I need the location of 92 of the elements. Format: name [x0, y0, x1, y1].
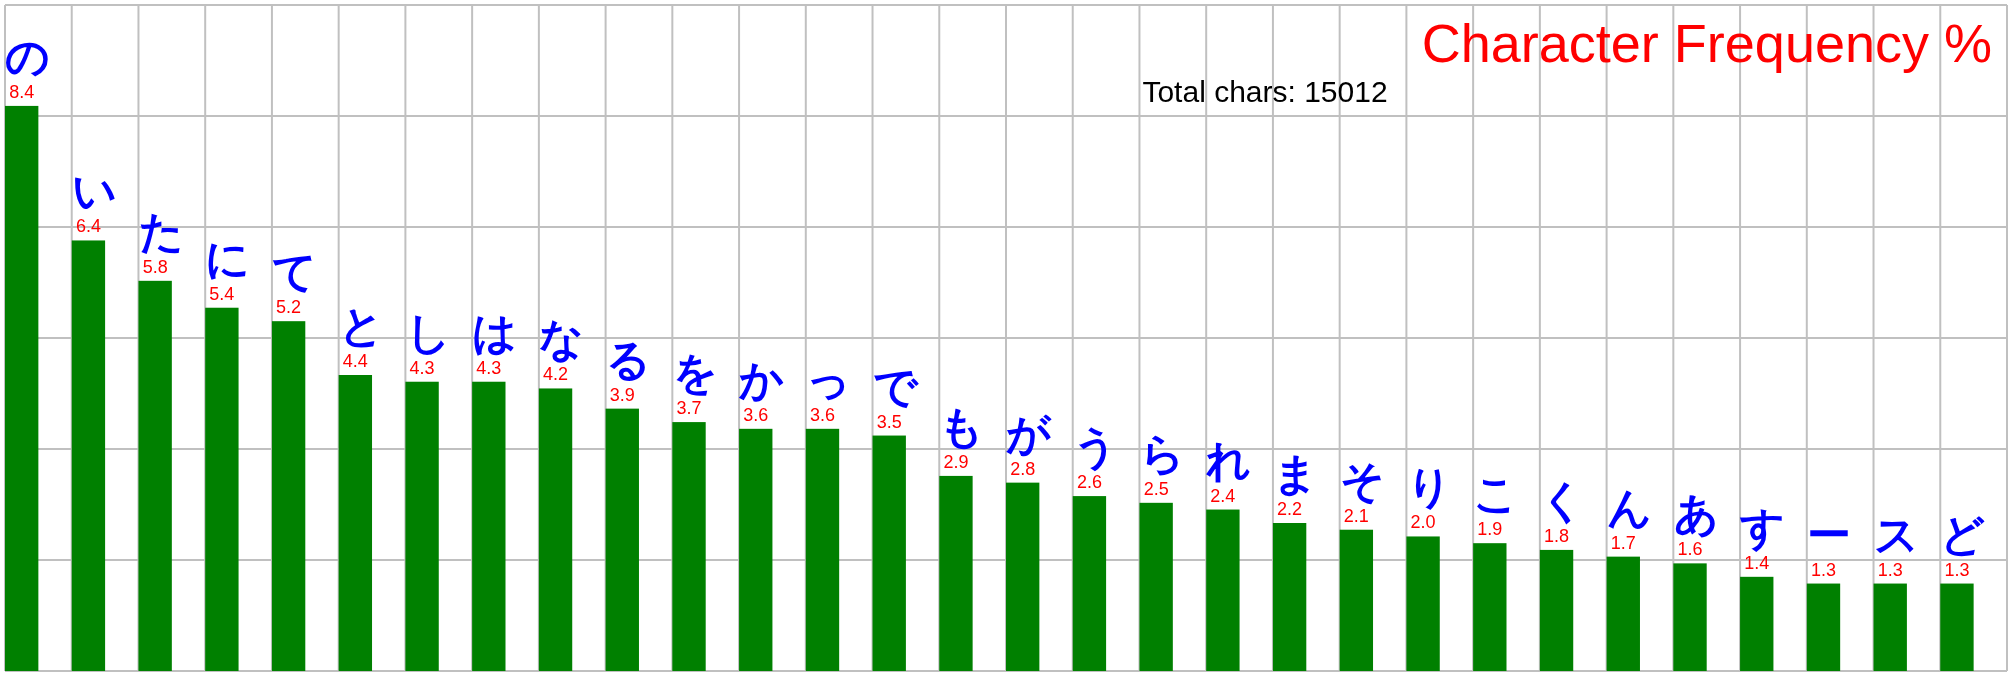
x-tick-label: あ	[1673, 489, 1719, 539]
bar	[205, 307, 239, 671]
data-label: 5.2	[276, 297, 302, 318]
bar	[1740, 576, 1774, 671]
x-tick-label: た	[138, 206, 184, 256]
data-label: 5.8	[142, 256, 168, 277]
data-label: 4.2	[543, 364, 569, 385]
x-tick-label: れ	[1206, 435, 1252, 485]
x-tick-label: く	[1540, 475, 1586, 525]
bar	[338, 375, 373, 671]
x-tick-label: そ	[1339, 455, 1385, 505]
data-label: 1.7	[1610, 532, 1636, 553]
bar	[672, 422, 706, 671]
bar	[1206, 509, 1240, 671]
data-label: 4.3	[476, 357, 502, 378]
x-tick-label: こ	[1473, 469, 1519, 519]
x-tick-label: ら	[1139, 428, 1185, 478]
bar	[1940, 583, 1974, 671]
x-tick-label: と	[338, 301, 384, 350]
x-tick-label: り	[1406, 462, 1452, 512]
bar	[1473, 543, 1507, 671]
x-tick-label: が	[1006, 408, 1053, 458]
bar	[805, 428, 840, 671]
bar	[5, 105, 39, 671]
data-label: 2.4	[1210, 485, 1236, 506]
data-label: 1.3	[1944, 559, 1970, 580]
data-label: 2.6	[1076, 472, 1102, 493]
x-tick-label: な	[539, 314, 585, 364]
data-label: 3.5	[876, 411, 902, 432]
x-tick-label: っ	[805, 354, 851, 404]
data-label: 2.1	[1343, 505, 1369, 526]
x-tick-label: も	[939, 401, 985, 451]
x-tick-label: か	[738, 354, 785, 404]
bar	[71, 240, 106, 671]
data-label: 8.4	[9, 81, 35, 102]
bar	[1406, 536, 1440, 671]
bar	[1272, 523, 1307, 671]
bar	[271, 321, 306, 671]
bar	[605, 408, 639, 671]
x-tick-label: で	[872, 361, 919, 411]
data-label: 1.8	[1544, 525, 1570, 546]
data-label: 1.3	[1877, 559, 1903, 580]
bar	[1806, 583, 1841, 671]
x-tick-label: て	[272, 247, 318, 297]
data-label: 6.4	[75, 216, 101, 237]
bar	[405, 381, 439, 671]
data-label: 2.2	[1277, 499, 1303, 519]
data-label: 3.6	[743, 404, 769, 425]
x-tick-label: ス	[1873, 509, 1919, 559]
bar	[1006, 482, 1040, 671]
data-label: 4.4	[342, 351, 368, 371]
x-tick-label: す	[1739, 502, 1786, 552]
data-label: 2.8	[1010, 458, 1036, 479]
x-tick-label: ど	[1940, 509, 1986, 559]
x-tick-label: る	[605, 334, 651, 384]
data-label: 4.3	[409, 357, 435, 378]
data-label: 3.6	[809, 404, 835, 425]
x-tick-label: ま	[1273, 449, 1319, 498]
data-label: 1.3	[1810, 559, 1836, 580]
x-tick-label: し	[405, 307, 451, 357]
x-tick-label: を	[672, 348, 718, 398]
data-label: 2.5	[1143, 478, 1169, 499]
data-label: 1.6	[1677, 539, 1703, 560]
x-tick-label: は	[472, 307, 518, 357]
bar	[1339, 529, 1374, 671]
data-label: 1.9	[1477, 519, 1503, 540]
bar	[1072, 496, 1107, 671]
bar	[872, 435, 906, 671]
x-tick-label: ん	[1606, 482, 1652, 532]
bar	[138, 280, 172, 671]
data-label: 1.4	[1744, 552, 1770, 573]
chart-title: Character Frequency %	[1421, 13, 1992, 73]
bar	[538, 388, 573, 671]
x-tick-label: に	[205, 233, 251, 283]
x-tick-label: い	[71, 166, 117, 216]
bar	[1673, 563, 1707, 671]
bar	[939, 475, 973, 671]
bar	[1606, 556, 1640, 671]
x-tick-label: ー	[1807, 509, 1852, 559]
data-label: 2.0	[1410, 512, 1436, 533]
bar	[472, 381, 506, 671]
bar	[739, 428, 773, 671]
x-tick-label: の	[5, 31, 51, 81]
data-label: 3.7	[676, 398, 702, 419]
data-label: 2.9	[943, 451, 969, 472]
bar	[1139, 502, 1173, 671]
data-label: 5.4	[209, 283, 235, 304]
bar	[1539, 549, 1574, 671]
data-label: 3.9	[609, 384, 635, 405]
text: Total chars: 15012	[1142, 75, 1388, 108]
x-tick-label: う	[1072, 422, 1118, 473]
bar	[1873, 583, 1907, 671]
